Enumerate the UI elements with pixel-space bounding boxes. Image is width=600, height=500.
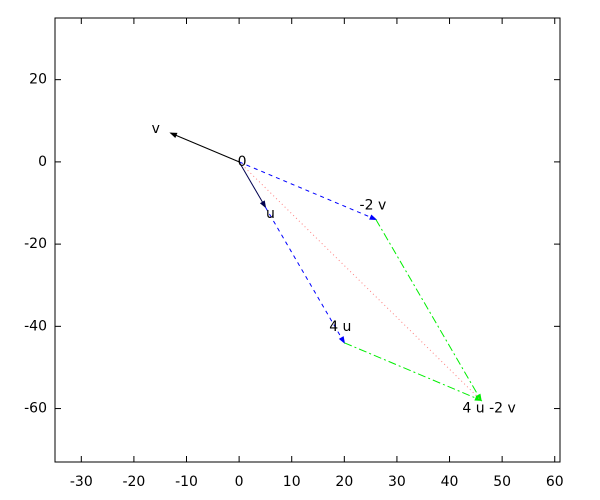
arrow-head [259, 200, 267, 209]
arrow-head [169, 132, 178, 139]
y-tick-label: -60 [24, 401, 47, 417]
vector-line [238, 161, 482, 401]
point-label: -2 v [360, 197, 387, 213]
vector-line [238, 161, 266, 208]
x-tick-label: -30 [70, 474, 93, 490]
vector-line [170, 132, 240, 163]
vector-line [344, 342, 482, 401]
x-tick-label: -10 [175, 474, 198, 490]
plot-frame [54, 17, 561, 463]
point-label: 4 u -2 v [462, 400, 515, 416]
vector-line [375, 219, 482, 401]
point-label: 4 u [329, 319, 351, 335]
y-tick-label: 0 [38, 154, 47, 170]
point-label: u [266, 206, 275, 222]
point-label: 0 [238, 154, 247, 170]
arrow-head [369, 214, 378, 221]
arrow-head [338, 336, 346, 345]
y-tick-label: 20 [29, 72, 47, 88]
vector-line [264, 206, 345, 344]
point-label: v [152, 121, 160, 137]
vector-line [238, 161, 377, 220]
x-tick-label: 20 [335, 474, 353, 490]
y-tick-label: -20 [24, 236, 47, 252]
x-tick-label: 40 [441, 474, 459, 490]
x-tick-label: 30 [388, 474, 406, 490]
x-tick-label: 60 [546, 474, 564, 490]
x-tick-label: -20 [122, 474, 145, 490]
x-tick-label: 0 [235, 474, 244, 490]
y-tick-label: -40 [24, 318, 47, 334]
x-tick-label: 10 [283, 474, 301, 490]
x-tick-label: 50 [493, 474, 511, 490]
